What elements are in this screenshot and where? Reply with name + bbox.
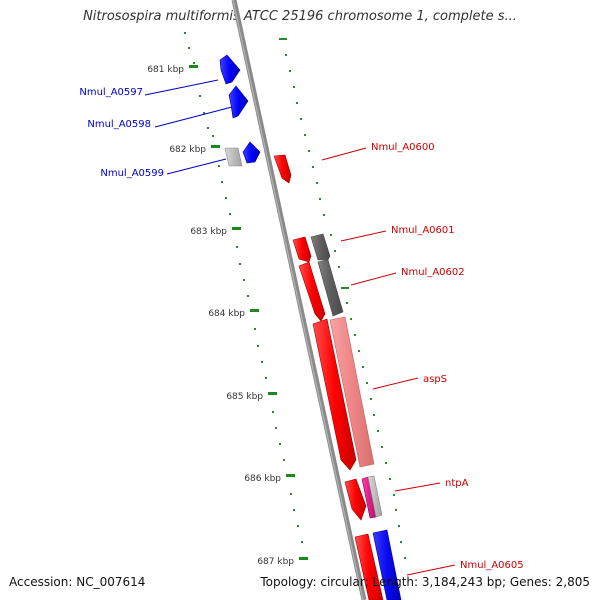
homolog-bar-ntpA-gray <box>367 475 383 518</box>
kbp-tick-684: 684 kbp <box>208 309 259 319</box>
gene-labels: Nmul_A0597 Nmul_A0598 Nmul_A0599 Nmul_A0… <box>79 87 523 571</box>
gene-arrow-nmul-a0597[interactable] <box>219 54 241 85</box>
genome-backbone <box>231 0 367 600</box>
homolog-bar-nmul-a0599 <box>224 147 243 167</box>
gene-label-nmul-a0605[interactable]: Nmul_A0605 <box>460 560 524 571</box>
kbp-tick-685: 685 kbp <box>226 392 277 402</box>
kbp-tick-682: 682 kbp <box>169 145 220 155</box>
gene-arrow-nmul-a0600[interactable] <box>273 154 292 184</box>
gene-label-nmul-a0598[interactable]: Nmul_A0598 <box>87 119 151 130</box>
gene-label-aspS[interactable]: aspS <box>423 374 447 385</box>
svg-text:681 kbp: 681 kbp <box>147 65 184 75</box>
kbp-tick-683: 683 kbp <box>190 227 241 237</box>
homolog-bar-nmul-a0602 <box>317 259 344 317</box>
topology-info-text: Topology: circular; Length: 3,184,243 bp… <box>260 575 590 589</box>
gene-label-nmul-a0597[interactable]: Nmul_A0597 <box>79 87 143 98</box>
svg-text:683 kbp: 683 kbp <box>190 227 227 237</box>
gene-arrow-nmul-a0598[interactable] <box>228 85 249 119</box>
homolog-bar-aspS <box>329 316 375 468</box>
reverse-strand-guide <box>184 32 303 543</box>
svg-text:682 kbp: 682 kbp <box>169 145 206 155</box>
genome-backbone-highlight <box>232 0 364 600</box>
reverse-strand-genes <box>219 54 261 167</box>
kbp-tick-681: 681 kbp <box>147 65 198 75</box>
gene-label-nmul-a0600[interactable]: Nmul_A0600 <box>371 142 435 153</box>
map-title: Nitrosospira multiformis ATCC 25196 chro… <box>83 9 517 24</box>
gene-arrow-nmul-a0599[interactable] <box>242 141 261 164</box>
svg-text:687 kbp: 687 kbp <box>257 557 294 567</box>
gene-arrow-ntpA[interactable] <box>344 478 367 521</box>
gene-callout-lines <box>144 79 456 576</box>
homolog-bar-nmul-a0601 <box>310 233 331 261</box>
kbp-tick-687: 687 kbp <box>257 557 308 567</box>
kbp-tick-686: 686 kbp <box>244 474 295 484</box>
kbp-scale: 681 kbp 682 kbp 683 kbp 684 kbp 685 kbp … <box>147 65 308 567</box>
forward-strand-genes <box>273 154 402 600</box>
gene-arrow-nmul-a0605[interactable] <box>354 533 384 600</box>
gene-label-ntpA[interactable]: ntpA <box>445 478 469 489</box>
gene-label-nmul-a0601[interactable]: Nmul_A0601 <box>391 225 455 236</box>
svg-text:684 kbp: 684 kbp <box>208 309 245 319</box>
gene-arrow-nmul-a0601[interactable] <box>292 236 312 263</box>
gene-arrow-nmul-a0602[interactable] <box>298 261 326 322</box>
accession-text: Accession: NC_007614 <box>9 575 146 589</box>
svg-text:685 kbp: 685 kbp <box>226 392 263 402</box>
gene-label-nmul-a0599[interactable]: Nmul_A0599 <box>100 168 164 179</box>
gene-arrow-aspS[interactable] <box>312 318 357 471</box>
forward-strand-guides <box>279 38 406 559</box>
homolog-bar-nmul-a0605 <box>372 529 402 600</box>
gene-label-nmul-a0602[interactable]: Nmul_A0602 <box>401 267 465 278</box>
svg-text:686 kbp: 686 kbp <box>244 474 281 484</box>
